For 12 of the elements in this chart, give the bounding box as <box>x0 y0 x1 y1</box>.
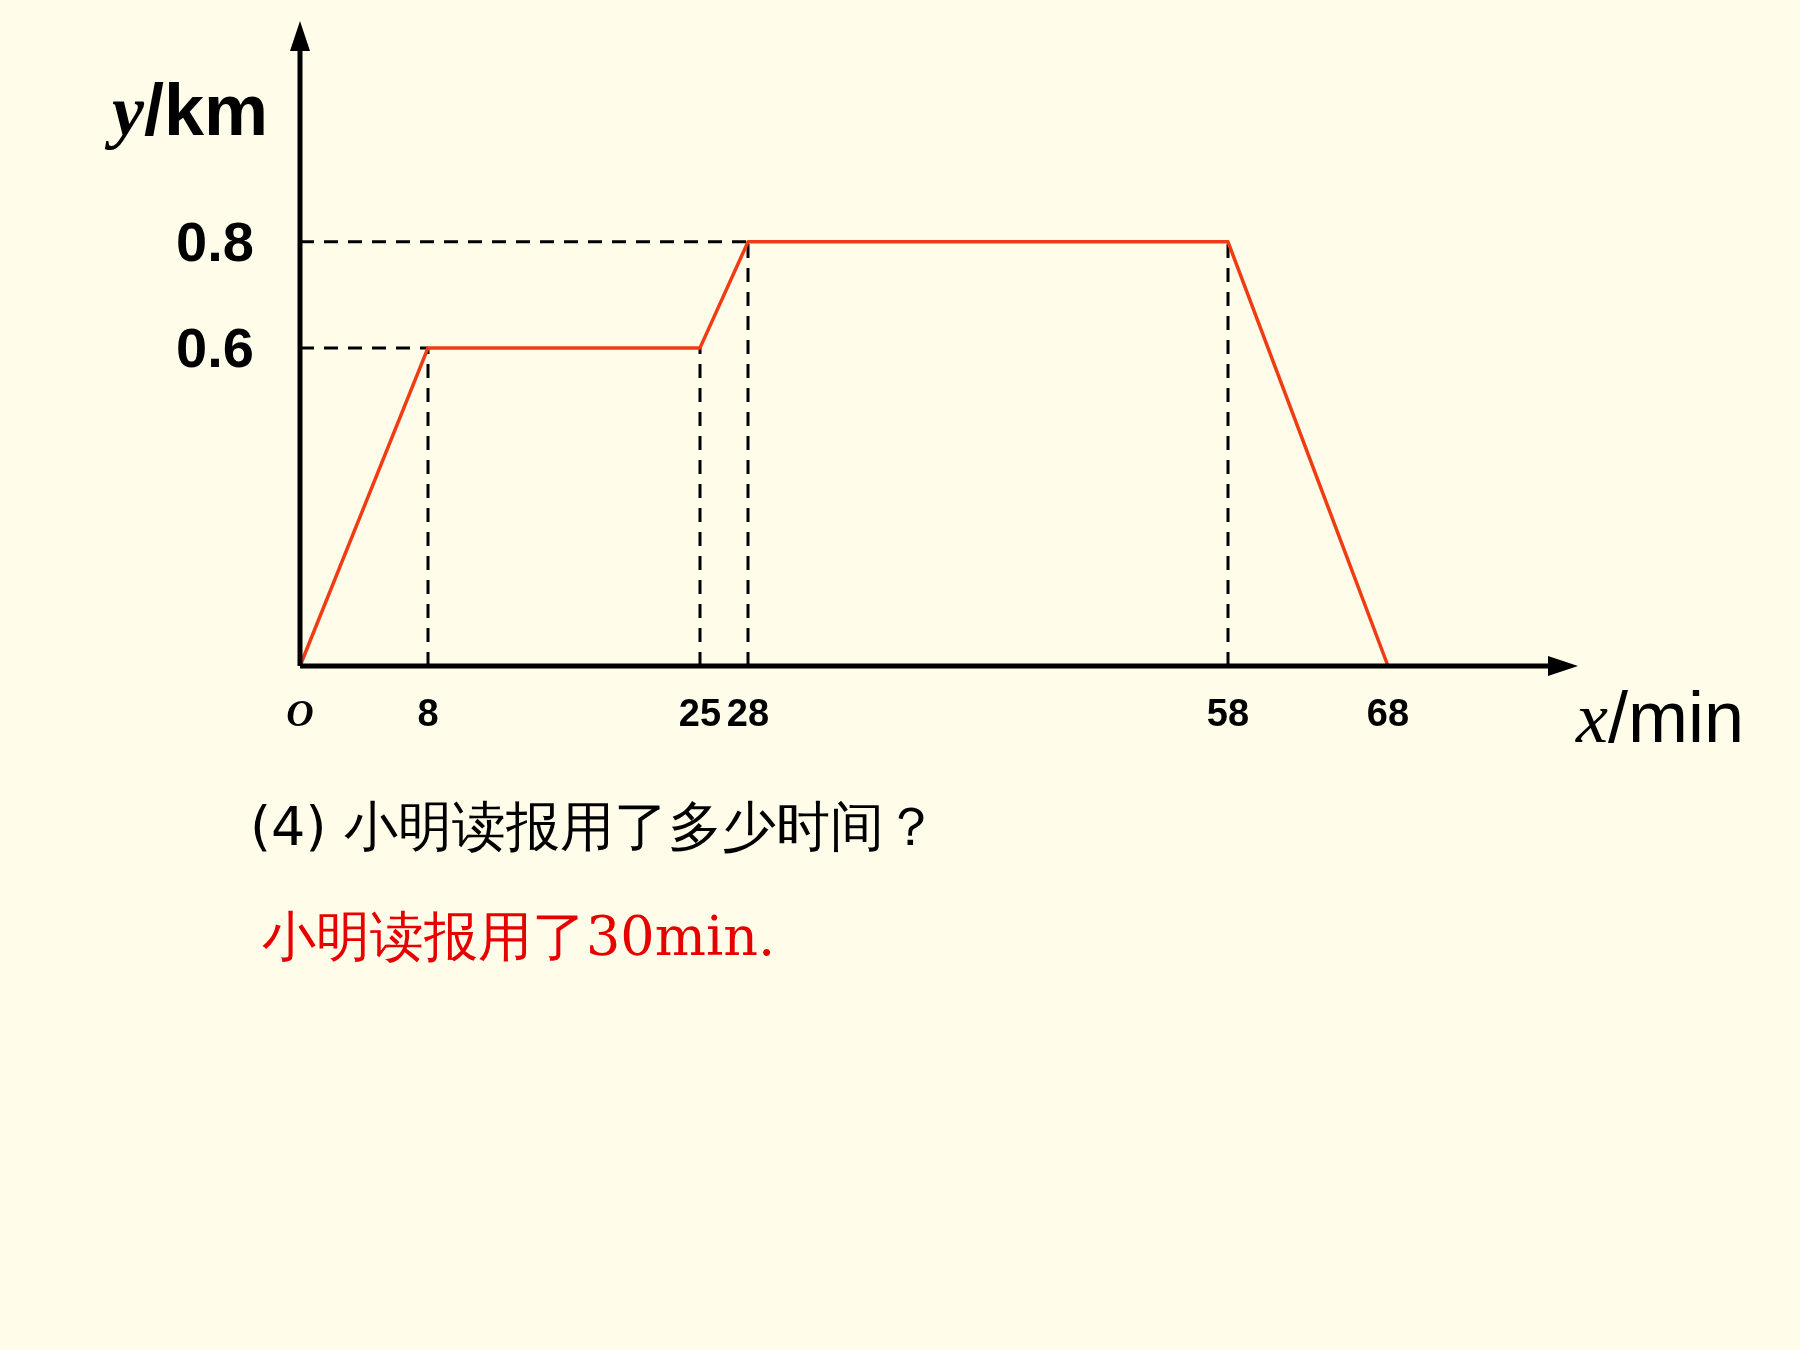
x-axis-title: x/min <box>1575 677 1744 758</box>
x-tick-label: 8 <box>417 692 439 734</box>
x-tick-label: O <box>286 692 314 734</box>
text: (4) 小明读报用了多少时间？ <box>250 795 938 858</box>
y-tick-label: 0.8 <box>176 210 254 274</box>
text: 小明读报用了30min. <box>262 905 776 968</box>
x-tick-label: 68 <box>1366 692 1410 734</box>
x-tick-label: 58 <box>1206 692 1250 734</box>
x-tick-label: 28 <box>726 692 770 734</box>
y-axis-title: y/km <box>103 70 269 151</box>
y-tick-label: 0.6 <box>176 316 254 380</box>
x-tick-label: 25 <box>678 692 722 734</box>
